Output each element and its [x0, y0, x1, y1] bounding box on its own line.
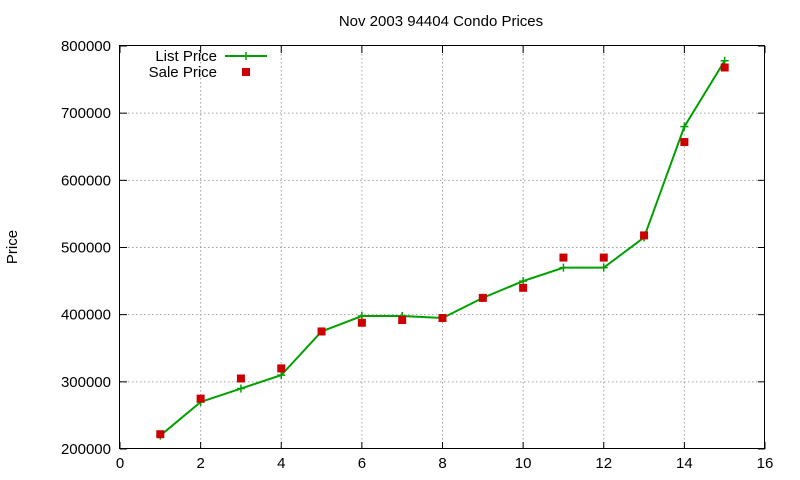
sale-price-point	[680, 138, 689, 147]
list-price-point	[236, 384, 245, 393]
grid	[120, 46, 765, 449]
x-tick-label: 6	[358, 455, 366, 472]
legend-label-sale-price: Sale Price	[149, 64, 217, 81]
sale-price-point	[478, 293, 487, 302]
y-axis-label: Price	[4, 230, 21, 264]
axis-ticks: 200000 300000 400000 500000 600000 700000 8000…	[61, 38, 773, 472]
list-price-point	[277, 371, 286, 380]
x-tick-label: 16	[757, 455, 774, 472]
x-tick-label: 14	[676, 455, 693, 472]
sale-price-point	[398, 316, 407, 325]
y-tick-label: 800000	[61, 38, 111, 55]
y-tick-label: 200000	[61, 441, 111, 458]
sale-price-point	[236, 374, 245, 383]
y-tick-label: 600000	[61, 172, 111, 189]
y-tick-label: 400000	[61, 307, 111, 324]
x-tick-label: 12	[595, 455, 612, 472]
x-tick-label: 2	[196, 455, 204, 472]
sale-price-point	[317, 327, 326, 336]
x-tick-label: 0	[116, 455, 124, 472]
series-layer	[156, 56, 729, 440]
plot-frame	[119, 45, 765, 449]
sale-price-point	[196, 394, 205, 403]
sale-price-point	[357, 318, 366, 327]
legend-label-list-price: List Price	[155, 48, 217, 65]
sale-price-point	[519, 283, 528, 292]
list-price-point	[599, 263, 608, 272]
x-tick-label: 4	[277, 455, 285, 472]
sale-price-point	[277, 364, 286, 373]
sale-price-point	[438, 314, 447, 323]
list-price-point	[559, 263, 568, 272]
y-tick-label: 300000	[61, 374, 111, 391]
chart-title: Nov 2003 94404 Condo Prices	[339, 13, 543, 30]
list-price-point	[720, 56, 729, 65]
sale-price-point	[559, 253, 568, 262]
sale-price-point	[599, 253, 608, 262]
sale-price-point	[156, 430, 165, 439]
list-price-point	[519, 277, 528, 286]
list-price-point	[680, 122, 689, 131]
x-tick-label: 8	[438, 455, 446, 472]
x-tick-label: 10	[515, 455, 532, 472]
sale-price-point	[640, 231, 649, 240]
list-price-point	[357, 312, 366, 321]
y-tick-label: 700000	[61, 105, 111, 122]
legend-sample-sale-price	[242, 68, 250, 76]
sale-price-point	[720, 63, 729, 72]
legend: List Price Sale Price	[149, 48, 267, 81]
y-tick-label: 500000	[61, 240, 111, 257]
